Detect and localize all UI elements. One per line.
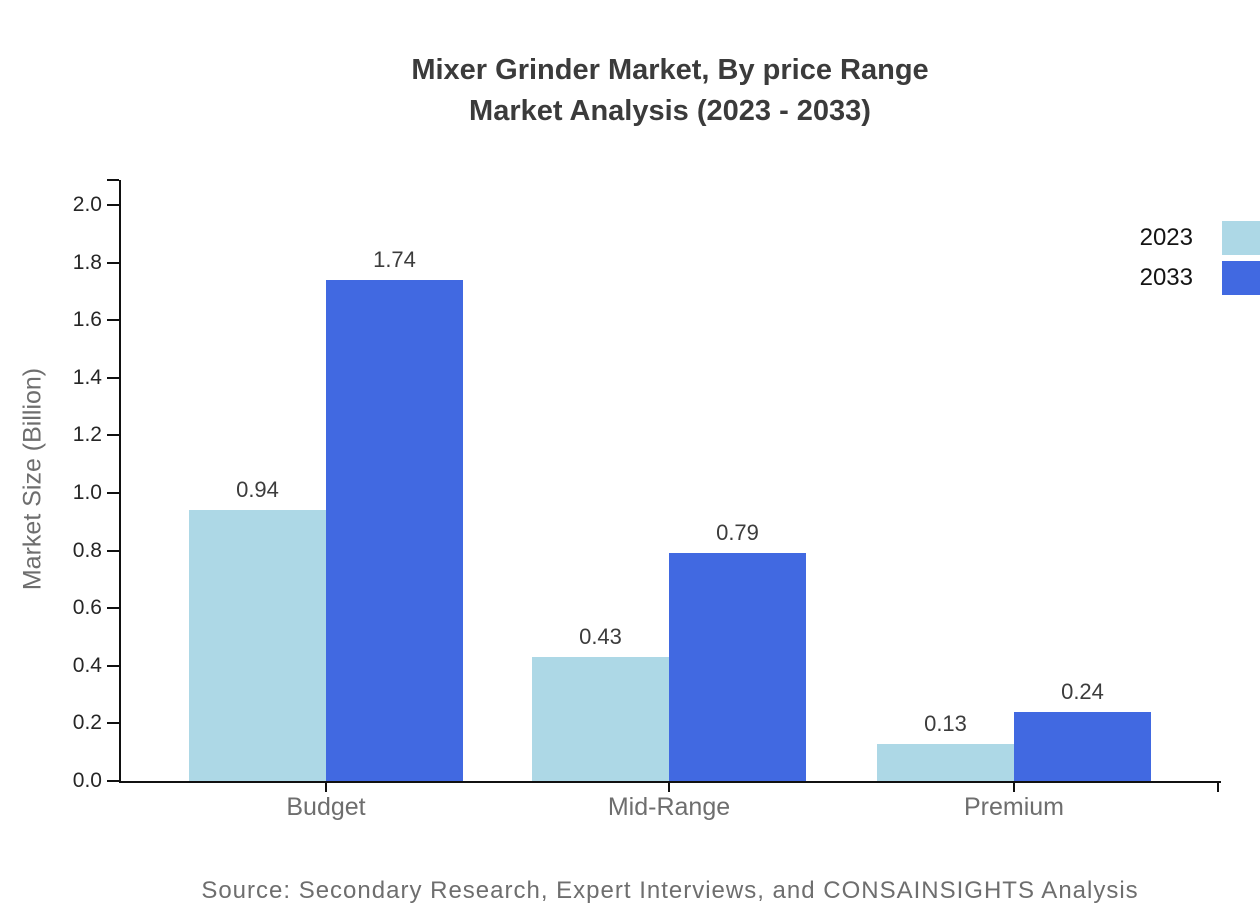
bar-2033-budget <box>326 280 463 781</box>
bar-value-label: 0.24 <box>1061 679 1104 704</box>
y-axis-tick <box>107 664 119 667</box>
y-axis-end-tick <box>107 179 119 181</box>
y-axis-tick <box>107 549 119 552</box>
x-axis-tick <box>1013 781 1015 792</box>
chart-title: Mixer Grinder Market, By price Range Mar… <box>411 50 928 132</box>
bar-2023-budget <box>189 510 326 781</box>
category-label-mid-range: Mid-Range <box>607 793 731 821</box>
y-axis-tick-label: 1.6 <box>72 308 102 332</box>
y-axis-tick <box>107 780 119 782</box>
y-axis-tick <box>107 204 119 206</box>
bar-2033-premium <box>1014 712 1151 781</box>
y-axis-tick-label: 1.2 <box>72 423 102 447</box>
y-axis-tick <box>107 492 119 494</box>
y-axis-tick <box>107 607 119 610</box>
y-axis-tick-label: 0.6 <box>72 596 102 620</box>
x-axis-end-tick <box>1217 781 1219 792</box>
source-note: Source: Secondary Research, Expert Inter… <box>201 877 1139 904</box>
bar-value-label: 1.74 <box>373 247 416 272</box>
legend-swatch <box>1222 221 1260 255</box>
x-axis-tick <box>325 781 327 792</box>
category-label-premium: Premium <box>963 793 1065 821</box>
y-axis-tick <box>107 261 119 264</box>
y-axis-tick-label: 2.0 <box>72 193 102 216</box>
plot-area: 0.0 0.2 0.4 0.6 0.8 1.0 1.2 1.4 1.6 1.8 2.0 0.94 1.7… <box>73 179 1221 821</box>
bar-value-label: 0.13 <box>924 711 967 736</box>
y-axis-tick <box>107 434 119 437</box>
y-axis-tick-label: 1.0 <box>72 481 102 504</box>
bar-value-label: 0.43 <box>579 624 622 649</box>
bar-value-label: 0.94 <box>236 477 279 502</box>
y-axis-tick-label: 1.8 <box>72 250 102 274</box>
legend-label: 2033 <box>1139 264 1193 291</box>
y-axis-tick-label: 1.4 <box>72 365 102 389</box>
y-axis-tick-label: 0.4 <box>72 653 102 677</box>
y-axis-tick-label: 0.2 <box>72 711 102 735</box>
x-axis-tick <box>668 781 670 792</box>
bar-2023-mid-range <box>532 657 669 781</box>
legend-label: 2023 <box>1139 224 1193 251</box>
legend-item-2033: 2033 <box>1140 261 1260 295</box>
chart-title-line1: Mixer Grinder Market, By price Range <box>411 54 929 86</box>
category-label-budget: Budget <box>286 793 366 821</box>
legend-item-2023: 2023 <box>1140 221 1260 255</box>
y-axis-tick <box>107 376 119 379</box>
y-axis-tick-label: 0.0 <box>72 769 102 792</box>
legend: 2023 2033 <box>1140 221 1260 301</box>
bar-2033-mid-range <box>669 553 806 781</box>
y-axis-tick-label: 0.8 <box>72 538 102 562</box>
y-axis-tick <box>107 722 119 725</box>
bar-2023-premium <box>877 744 1014 781</box>
chart-title-line2: Market Analysis (2023 - 2033) <box>469 95 871 127</box>
y-axis-tick <box>107 319 119 322</box>
legend-swatch <box>1222 261 1260 295</box>
bar-value-label: 0.79 <box>716 520 759 545</box>
